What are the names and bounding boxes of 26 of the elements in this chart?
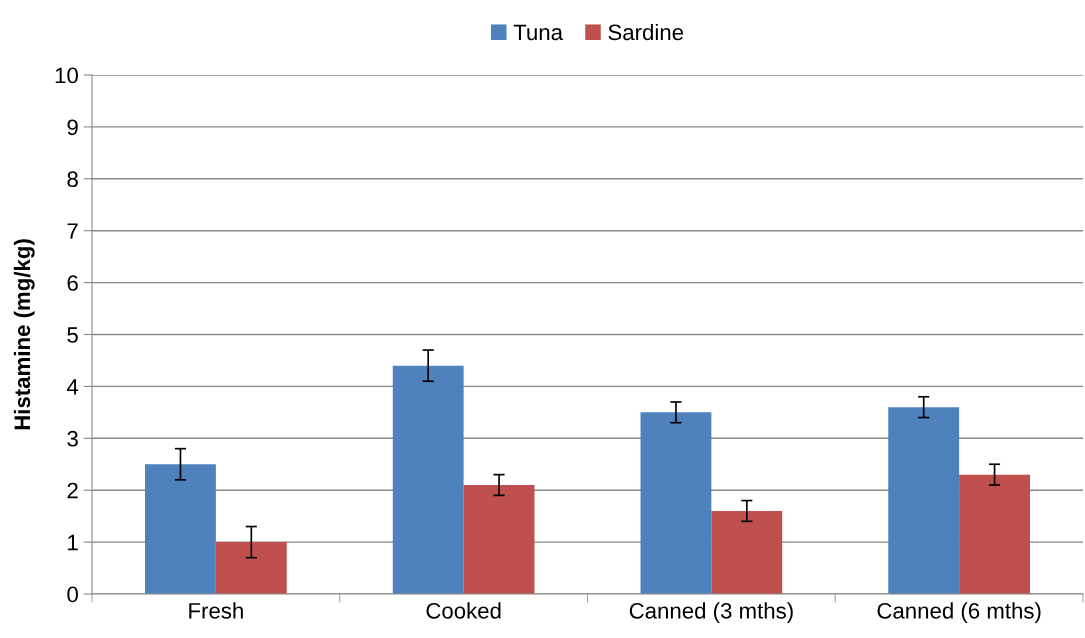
- bar: [711, 510, 783, 594]
- x-tick-label: Fresh: [189, 602, 243, 619]
- x-tick-label: Canned (3 mths): [629, 602, 793, 624]
- bar: [959, 474, 1030, 594]
- y-tick-label: 5: [67, 327, 78, 343]
- bar: [463, 485, 535, 594]
- bar: [888, 407, 960, 594]
- y-tick-label: 1: [68, 534, 78, 551]
- y-tick-label: 2: [67, 482, 78, 499]
- y-tick-label: 0: [67, 586, 78, 603]
- bar: [392, 365, 464, 594]
- y-tick-label: 3: [67, 430, 78, 447]
- y-tick-label: 6: [67, 275, 78, 291]
- x-tick-label: Canned (6 mths): [877, 602, 1041, 624]
- legend-label: Sardine: [608, 23, 684, 41]
- y-tick-label: 9: [67, 119, 78, 136]
- y-axis-title: Histamine (mg/kg): [13, 239, 35, 430]
- bar: [215, 542, 287, 594]
- y-tick-label: 4: [66, 379, 79, 395]
- bar: [145, 464, 216, 594]
- legend-label: Tuna: [513, 24, 563, 41]
- y-tick-label: 10: [55, 67, 78, 84]
- x-tick-label: Cooked: [426, 602, 501, 619]
- bar: [640, 412, 712, 594]
- y-tick-label: 8: [67, 171, 78, 188]
- y-tick-label: 7: [67, 223, 78, 239]
